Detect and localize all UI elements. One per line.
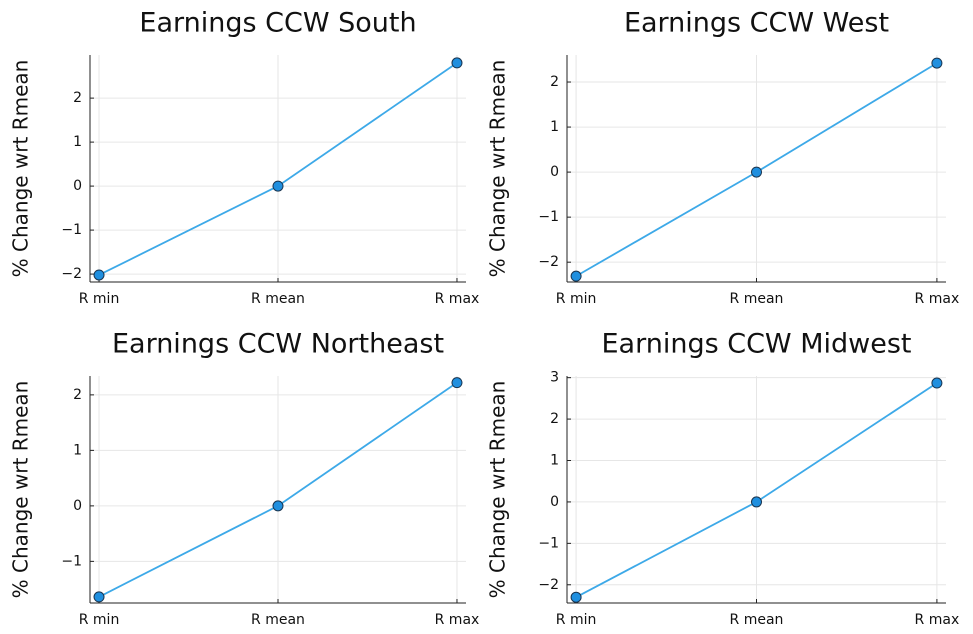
x-tick-label: R max: [915, 291, 960, 307]
y-axis-label: % Change wrt Rmean: [9, 381, 33, 599]
x-tick-label: R mean: [251, 291, 305, 307]
y-tick-label: −2: [538, 577, 559, 593]
y-tick-label: 3: [550, 370, 559, 386]
y-tick-label: 2: [73, 387, 82, 403]
marker: [93, 591, 105, 603]
x-tick-label: R max: [435, 612, 480, 628]
y-tick-label: 2: [550, 411, 559, 427]
marker: [751, 166, 762, 178]
y-tick-label: 1: [550, 119, 559, 135]
y-tick-label: 2: [73, 90, 82, 106]
chart-title: Earnings CCW South: [139, 8, 416, 39]
y-tick-label: −2: [61, 266, 82, 282]
marker: [931, 377, 943, 389]
y-axis-label: % Change wrt Rmean: [486, 60, 510, 278]
y-axis-label: % Change wrt Rmean: [9, 60, 33, 278]
y-tick-label: −2: [538, 254, 559, 270]
chart-title: Earnings CCW Midwest: [601, 329, 911, 360]
y-tick-label: 0: [550, 494, 559, 510]
y-tick-label: 0: [73, 178, 82, 194]
marker: [570, 591, 582, 603]
marker: [931, 57, 943, 69]
x-tick-label: R max: [435, 291, 480, 307]
marker: [272, 180, 284, 192]
marker: [93, 269, 105, 281]
y-tick-label: 0: [73, 498, 82, 514]
x-tick-label: R mean: [730, 291, 784, 307]
x-tick-label: R mean: [730, 612, 784, 628]
x-tick-label: R min: [556, 291, 597, 307]
x-tick-label: R min: [556, 612, 597, 628]
chart-title: Earnings CCW West: [624, 8, 889, 39]
marker: [451, 57, 463, 69]
x-tick-label: R mean: [251, 612, 305, 628]
marker: [570, 270, 582, 282]
marker: [751, 496, 762, 508]
y-tick-label: −1: [61, 222, 82, 238]
y-tick-label: −1: [538, 209, 559, 225]
x-tick-label: R min: [79, 612, 120, 628]
chart-title: Earnings CCW Northeast: [112, 329, 444, 360]
y-tick-label: 0: [550, 164, 559, 180]
x-tick-label: R max: [915, 612, 960, 628]
y-tick-label: −1: [538, 535, 559, 551]
y-tick-label: 1: [73, 134, 82, 150]
marker: [451, 377, 463, 389]
y-tick-label: 1: [550, 453, 559, 469]
marker: [272, 500, 284, 512]
x-tick-label: R min: [79, 291, 120, 307]
y-tick-label: −1: [61, 553, 82, 569]
y-tick-label: 1: [73, 442, 82, 458]
y-axis-label: % Change wrt Rmean: [486, 381, 510, 599]
y-tick-label: 2: [550, 74, 559, 90]
